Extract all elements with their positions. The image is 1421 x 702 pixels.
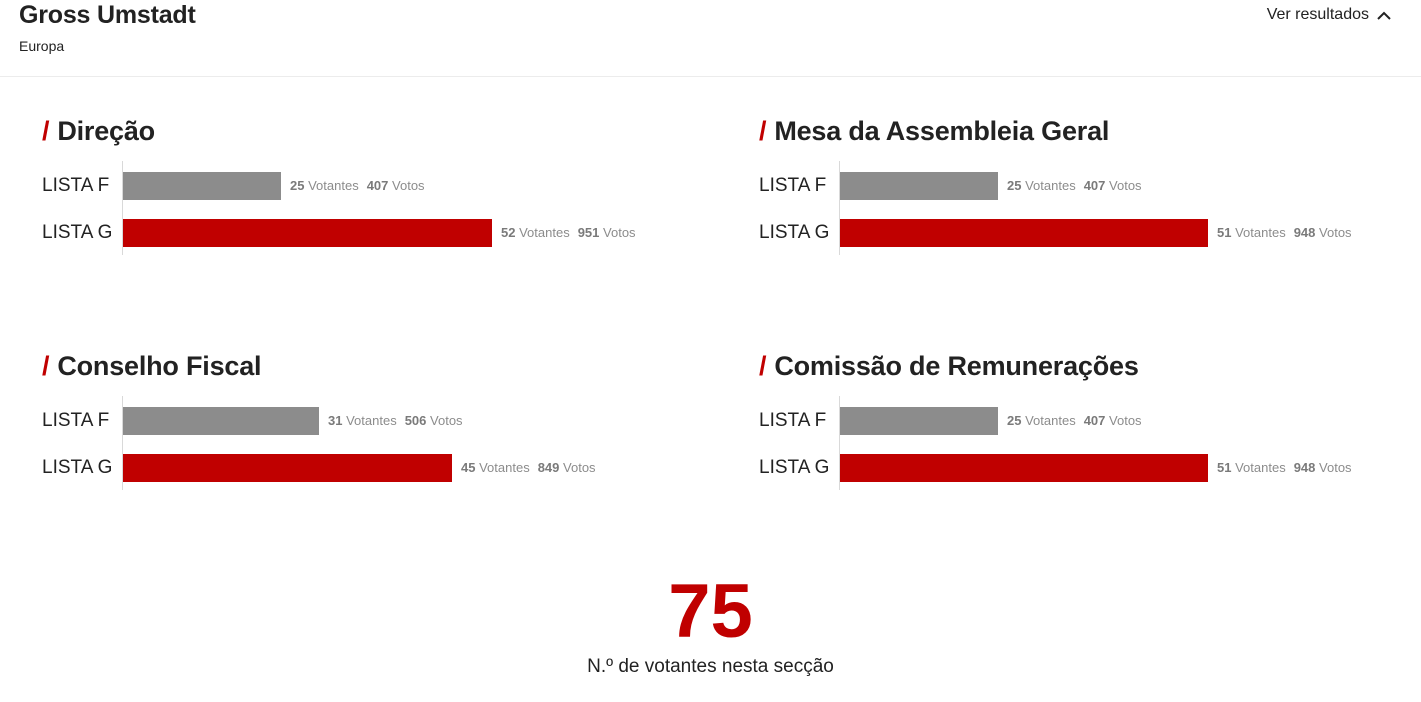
page-header: Gross Umstadt Europa Ver resultados: [0, 0, 1421, 77]
list-label: LISTA F: [759, 410, 827, 431]
list-label: LISTA G: [42, 457, 113, 478]
votos-label: Votos: [430, 413, 463, 428]
chart-axis: [122, 396, 123, 490]
votantes-count: 25: [1007, 178, 1022, 193]
votos-label: Votos: [392, 178, 425, 193]
result-row: LISTA F 25 Votantes 407 Votos: [759, 407, 1399, 435]
result-stats: 25 Votantes 407 Votos: [1007, 172, 1142, 200]
votantes-label: Votantes: [308, 178, 359, 193]
section-direcao: / Direção LISTA F 25 Votantes 407 Votos LI…: [42, 116, 682, 266]
toggle-label: Ver resultados: [1266, 6, 1369, 23]
total-voters: 75 N.º de votantes nesta secção: [0, 572, 1421, 678]
result-bar: [840, 454, 1208, 482]
votantes-label: Votantes: [1025, 178, 1076, 193]
result-bar: [123, 407, 319, 435]
section-title: / Direção: [42, 116, 155, 147]
votos-count: 407: [1083, 178, 1106, 193]
votantes-label: Votantes: [1235, 460, 1286, 475]
slash-mark: /: [42, 116, 50, 146]
list-label: LISTA F: [42, 410, 110, 431]
result-bar: [840, 172, 998, 200]
votantes-label: Votantes: [346, 413, 397, 428]
votos-label: Votos: [1319, 225, 1352, 240]
section-mesa-assembleia-geral: / Mesa da Assembleia Geral LISTA F 25 Vot…: [759, 116, 1399, 266]
result-bar: [840, 219, 1208, 247]
result-row: LISTA G 51 Votantes 948 Votos: [759, 219, 1399, 247]
votantes-count: 51: [1217, 460, 1232, 475]
slash-mark: /: [759, 351, 767, 381]
result-stats: 51 Votantes 948 Votos: [1217, 219, 1352, 247]
votos-count: 948: [1293, 460, 1316, 475]
chevron-up-icon: [1377, 11, 1391, 20]
list-label: LISTA G: [759, 222, 830, 243]
result-stats: 45 Votantes 849 Votos: [461, 454, 596, 482]
page-title: Gross Umstadt: [19, 1, 196, 29]
votantes-label: Votantes: [519, 225, 570, 240]
votos-label: Votos: [1109, 413, 1142, 428]
votantes-label: Votantes: [1025, 413, 1076, 428]
votantes-count: 45: [461, 460, 476, 475]
votos-count: 407: [1083, 413, 1106, 428]
votos-label: Votos: [603, 225, 636, 240]
total-voters-label: N.º de votantes nesta secção: [587, 656, 834, 677]
votantes-count: 31: [328, 413, 343, 428]
votos-label: Votos: [1319, 460, 1352, 475]
votantes-label: Votantes: [1235, 225, 1286, 240]
votantes-count: 25: [290, 178, 305, 193]
votos-label: Votos: [563, 460, 596, 475]
slash-mark: /: [759, 116, 767, 146]
ver-resultados-toggle[interactable]: Ver resultados: [1267, 6, 1391, 24]
result-bar: [123, 172, 281, 200]
result-row: LISTA G 45 Votantes 849 Votos: [42, 454, 682, 482]
result-row: LISTA F 25 Votantes 407 Votos: [42, 172, 682, 200]
result-bar: [840, 407, 998, 435]
section-title-text: Conselho Fiscal: [57, 351, 262, 381]
chart-axis: [839, 161, 840, 255]
votantes-count: 52: [501, 225, 516, 240]
section-title-text: Mesa da Assembleia Geral: [774, 116, 1110, 146]
total-voters-number: 75: [668, 569, 753, 654]
result-row: LISTA F 25 Votantes 407 Votos: [759, 172, 1399, 200]
votantes-count: 25: [1007, 413, 1022, 428]
votos-count: 948: [1293, 225, 1316, 240]
list-label: LISTA G: [42, 222, 113, 243]
section-title: / Conselho Fiscal: [42, 351, 262, 382]
votos-count: 849: [537, 460, 560, 475]
section-title-text: Direção: [57, 116, 155, 146]
votos-label: Votos: [1109, 178, 1142, 193]
result-stats: 25 Votantes 407 Votos: [1007, 407, 1142, 435]
page-subtitle: Europa: [19, 38, 65, 54]
result-stats: 51 Votantes 948 Votos: [1217, 454, 1352, 482]
slash-mark: /: [42, 351, 50, 381]
result-row: LISTA G 51 Votantes 948 Votos: [759, 454, 1399, 482]
votos-count: 407: [366, 178, 389, 193]
list-label: LISTA F: [42, 175, 110, 196]
section-comissao-remuneracoes: / Comissão de Remunerações LISTA F 25 Vot…: [759, 351, 1399, 501]
list-label: LISTA G: [759, 457, 830, 478]
result-stats: 25 Votantes 407 Votos: [290, 172, 425, 200]
result-row: LISTA F 31 Votantes 506 Votos: [42, 407, 682, 435]
section-conselho-fiscal: / Conselho Fiscal LISTA F 31 Votantes 506 …: [42, 351, 682, 501]
chart-axis: [839, 396, 840, 490]
chart-axis: [122, 161, 123, 255]
section-title: / Comissão de Remunerações: [759, 351, 1139, 382]
result-stats: 52 Votantes 951 Votos: [501, 219, 636, 247]
votos-count: 506: [404, 413, 427, 428]
result-row: LISTA G 52 Votantes 951 Votos: [42, 219, 682, 247]
votantes-count: 51: [1217, 225, 1232, 240]
result-bar: [123, 219, 492, 247]
section-title: / Mesa da Assembleia Geral: [759, 116, 1109, 147]
list-label: LISTA F: [759, 175, 827, 196]
votos-count: 951: [577, 225, 600, 240]
votantes-label: Votantes: [479, 460, 530, 475]
section-title-text: Comissão de Remunerações: [774, 351, 1139, 381]
result-stats: 31 Votantes 506 Votos: [328, 407, 463, 435]
result-bar: [123, 454, 452, 482]
